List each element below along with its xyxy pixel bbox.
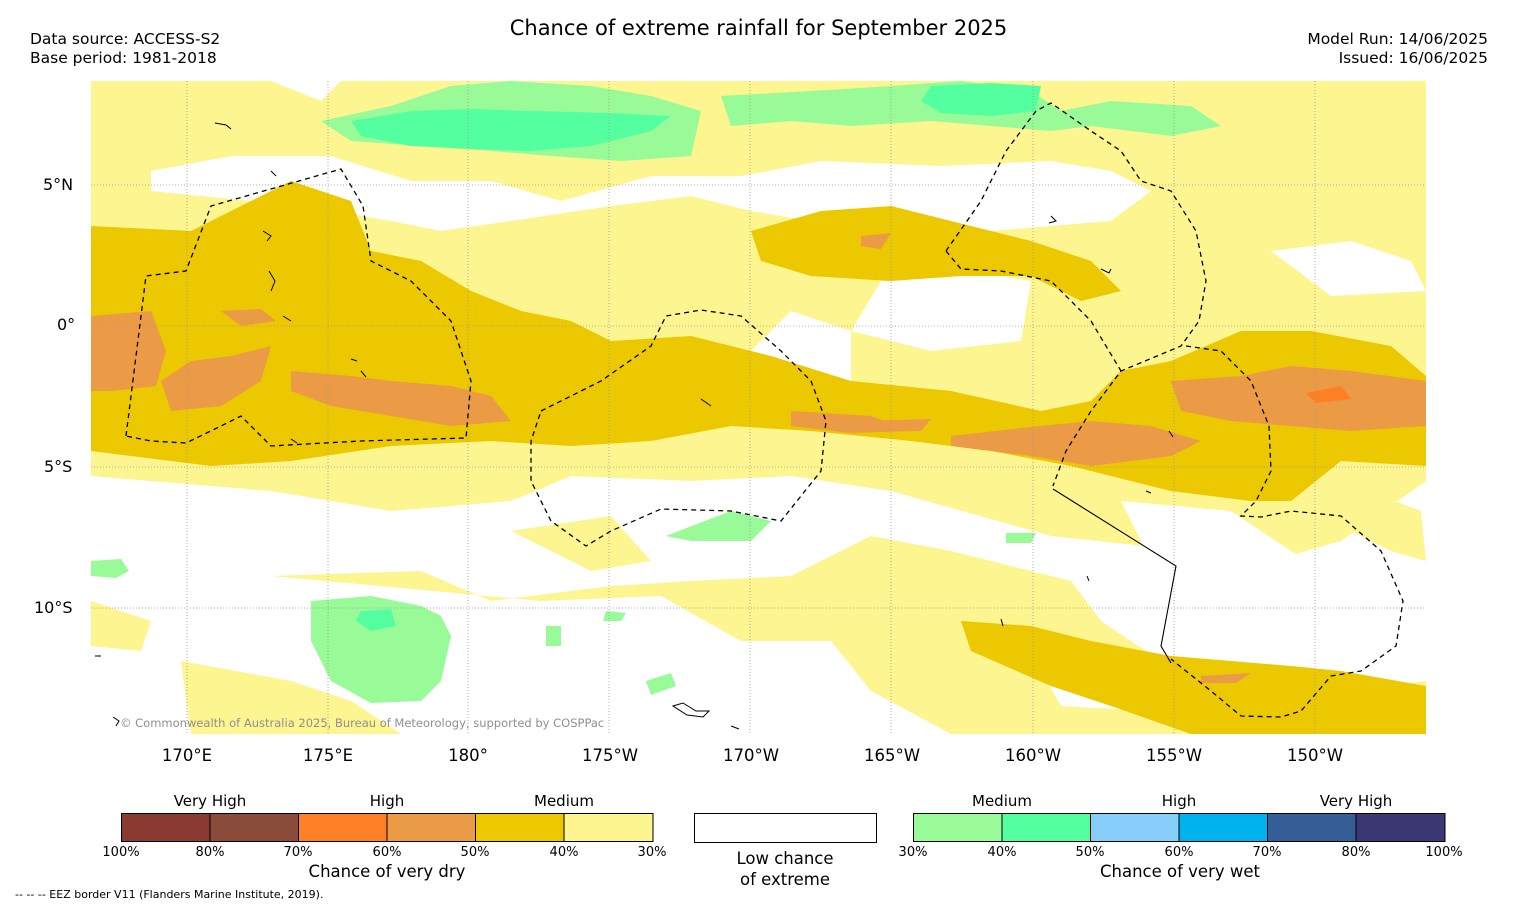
map-title: Chance of extreme rainfall for September… (509, 16, 1008, 40)
wet-tick: 80% (1341, 845, 1371, 860)
lon-label-165w: 165°W (863, 746, 921, 765)
dry-tick: 50% (460, 845, 490, 860)
dry-caption: Chance of very dry (308, 862, 466, 881)
dry-high-area (91, 233, 1426, 683)
lat-label-0: 0° (57, 315, 76, 334)
wet-swatch-70-80 (1267, 813, 1357, 842)
dry-swatch-100-80 (121, 813, 211, 842)
eez-border-note: -- -- -- EEZ border V11 (Flanders Marine… (15, 888, 324, 901)
run-info: Model Run: 14/06/2025 Issued: 16/06/2025 (1307, 30, 1488, 68)
lat-label-5n: 5°N (43, 175, 74, 194)
model-run: Model Run: 14/06/2025 (1307, 30, 1488, 48)
data-source-info: Data source: ACCESS-S2 Base period: 1981… (30, 30, 220, 68)
lat-label-5s: 5°S (44, 457, 73, 476)
dry-level-medium: Medium (534, 792, 594, 810)
issued-date: Issued: 16/06/2025 (1338, 49, 1488, 67)
dry-swatch-40-30 (563, 813, 654, 842)
dry-colorbar (121, 813, 654, 842)
wet-tick: 60% (1164, 845, 1194, 860)
rainfall-map (91, 81, 1426, 734)
wet-swatch-50-60 (1090, 813, 1180, 842)
dry-very-high-area (1306, 386, 1351, 403)
lon-label-155w: 155°W (1145, 746, 1203, 765)
wet-level-medium: Medium (972, 792, 1032, 810)
wet-swatch-40-50 (1001, 813, 1091, 842)
low-chance-caption: Low chance of extreme (685, 848, 885, 890)
dry-swatch-60-50 (386, 813, 476, 842)
dry-tick: 100% (102, 845, 140, 860)
wet-caption: Chance of very wet (1100, 862, 1260, 881)
lon-label-175e: 175°E (302, 746, 354, 765)
lat-label-10s: 10°S (34, 598, 73, 617)
lon-label-170w: 170°W (722, 746, 780, 765)
islands (95, 122, 1174, 730)
wet-tick: 70% (1252, 845, 1282, 860)
low-chance-swatch (694, 813, 877, 843)
wet-tick: 100% (1425, 845, 1463, 860)
lon-label-150w: 150°W (1286, 746, 1344, 765)
lon-label-180: 180° (448, 746, 488, 765)
low-chance-line1: Low chance (736, 849, 834, 868)
dry-swatch-80-70 (209, 813, 299, 842)
lon-label-170e: 170°E (161, 746, 213, 765)
wet-tick: 40% (987, 845, 1017, 860)
eez-borders (125, 102, 1404, 718)
wet-level-very-high: Very High (1319, 792, 1393, 810)
lon-label-175w: 175°W (581, 746, 639, 765)
wet-colorbar (913, 813, 1446, 842)
base-period: Base period: 1981-2018 (30, 49, 217, 67)
wet-level-high: High (1161, 792, 1197, 810)
dry-tick: 30% (637, 845, 667, 860)
dry-level-high: High (369, 792, 405, 810)
maritime-boundary (1052, 488, 1177, 664)
wet-swatch-60-70 (1178, 813, 1268, 842)
dry-tick: 80% (195, 845, 225, 860)
dry-level-very-high: Very High (173, 792, 247, 810)
dry-tick: 40% (549, 845, 579, 860)
wet-tick: 50% (1075, 845, 1105, 860)
wet-medium-high-area (351, 83, 1041, 631)
dry-swatch-70-60 (298, 813, 388, 842)
dry-tick: 60% (372, 845, 402, 860)
data-source: Data source: ACCESS-S2 (30, 30, 221, 48)
wet-swatch-80-100 (1355, 813, 1446, 842)
wet-swatch-30-40 (913, 813, 1003, 842)
graticule (91, 81, 1426, 734)
dry-tick: 70% (283, 845, 313, 860)
dry-swatch-50-40 (475, 813, 565, 842)
low-chance-line2: of extreme (739, 870, 831, 889)
lon-label-160w: 160°W (1004, 746, 1062, 765)
copyright-notice: © Commonwealth of Australia 2025, Bureau… (120, 716, 605, 730)
wet-tick: 30% (898, 845, 928, 860)
